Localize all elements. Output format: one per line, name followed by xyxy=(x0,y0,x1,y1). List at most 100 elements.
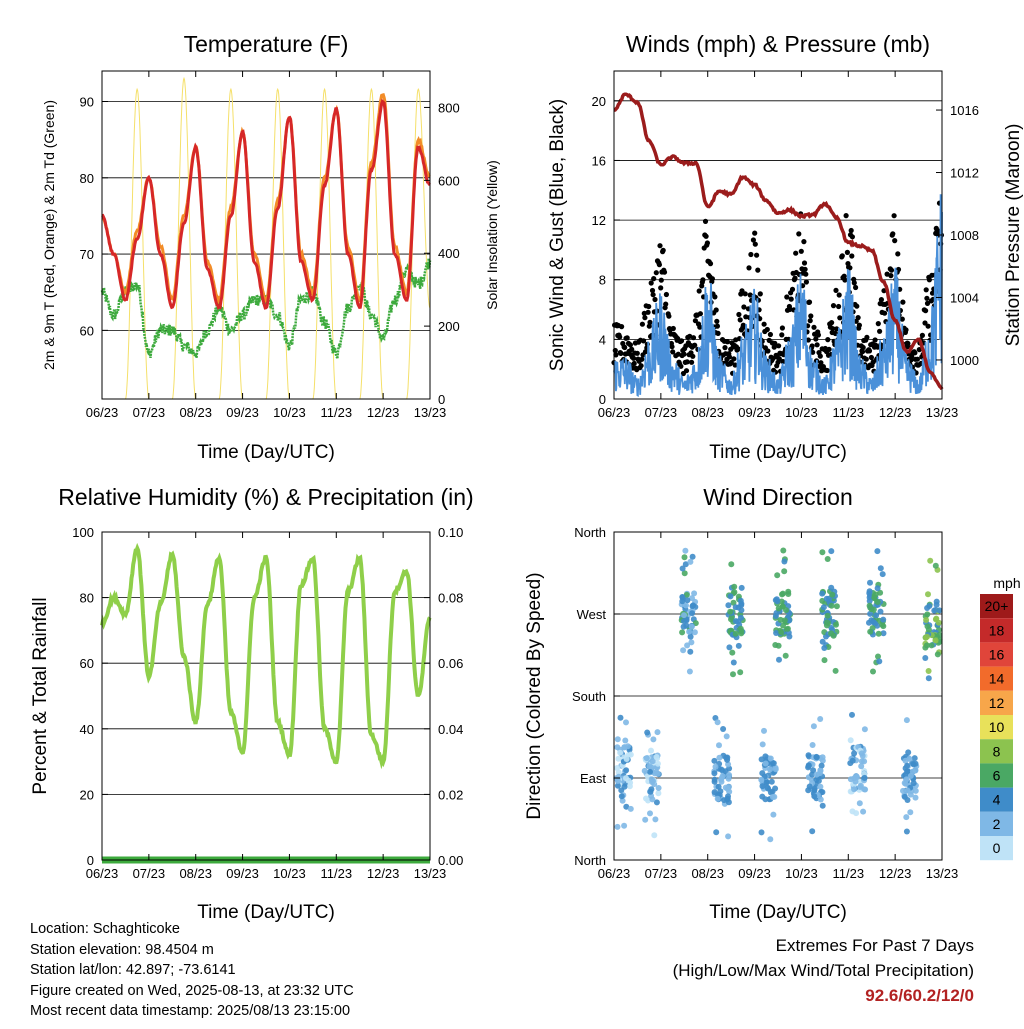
winds-ytick-label: 8 xyxy=(599,273,606,288)
direction-point xyxy=(856,800,863,807)
temperature-xtick-label: 06/23 xyxy=(86,405,119,420)
gust-point xyxy=(646,303,652,310)
direction-point xyxy=(683,591,690,598)
direction-point xyxy=(727,608,734,615)
direction-ytick-label: North xyxy=(574,853,606,868)
direction-point xyxy=(826,595,832,602)
direction-point xyxy=(923,642,930,649)
direction-point xyxy=(725,833,732,840)
direction-point xyxy=(828,548,835,555)
gust-point xyxy=(752,241,758,247)
gust-point xyxy=(789,286,796,292)
direction-point xyxy=(643,755,650,762)
direction-point xyxy=(763,779,770,786)
direction-point xyxy=(681,612,687,619)
direction-point xyxy=(716,754,723,761)
gust-point xyxy=(801,260,808,266)
gust-point xyxy=(764,326,770,333)
direction-point xyxy=(655,785,662,791)
gust-point xyxy=(925,323,931,329)
direction-point xyxy=(623,756,630,762)
gust-point xyxy=(780,358,786,365)
humidity-xtick-label: 09/23 xyxy=(226,866,259,881)
direction-point xyxy=(738,614,744,621)
humidity-y2tick-label: 0.06 xyxy=(438,656,463,671)
direction-point xyxy=(623,767,630,774)
gust-point xyxy=(793,250,799,256)
gust-point xyxy=(844,249,851,255)
colorbar-label: 14 xyxy=(989,671,1005,687)
direction-point xyxy=(728,561,735,568)
humidity-xlabel: Time (Day/UTC) xyxy=(197,902,335,923)
gust-point xyxy=(830,326,836,332)
direction-point xyxy=(821,657,828,664)
direction-point xyxy=(725,761,732,768)
colorbar-label: 10 xyxy=(989,719,1005,735)
direction-xlabel: Time (Day/UTC) xyxy=(709,902,847,923)
colorbar-swatch xyxy=(980,690,1013,715)
winds-ytick-label: 16 xyxy=(592,153,606,168)
winds-xtick-label: 07/23 xyxy=(645,405,678,420)
gust-point xyxy=(788,296,794,302)
gust-point xyxy=(882,310,888,316)
gust-point xyxy=(854,303,860,309)
gust-point xyxy=(807,318,813,324)
direction-point xyxy=(772,613,779,619)
gust-point xyxy=(813,336,819,342)
direction-point xyxy=(687,633,694,640)
gust-point xyxy=(742,291,748,297)
direction-point xyxy=(809,828,816,835)
direction-point xyxy=(809,742,816,748)
winds-panel: Winds (mph) & Pressure (mb) 06/23 07/23 08… xyxy=(547,31,1024,463)
direction-point xyxy=(904,762,911,769)
direction-point xyxy=(761,727,767,734)
direction-point xyxy=(623,803,630,810)
gust-point xyxy=(859,349,866,355)
gust-point xyxy=(697,311,704,317)
pressure-line xyxy=(613,92,944,391)
direction-point xyxy=(904,787,911,794)
humidity-xtick-label: 13/23 xyxy=(414,866,447,881)
temperature-ytick-label: 70 xyxy=(80,247,94,262)
gust-point xyxy=(761,321,767,327)
direction-point xyxy=(626,783,633,790)
winds-xtick-label: 09/23 xyxy=(738,405,771,420)
winds-ylabel-right: Station Pressure (Maroon) xyxy=(1003,124,1024,347)
direction-point xyxy=(933,598,940,605)
direction-point xyxy=(762,760,769,767)
gust-point xyxy=(649,287,656,294)
gust-point xyxy=(851,280,857,286)
direction-point xyxy=(775,605,782,612)
direction-point xyxy=(932,637,939,644)
gust-point xyxy=(617,334,623,340)
direction-point xyxy=(711,789,718,796)
winds-xtick-label: 08/23 xyxy=(691,405,724,420)
latlon-text: Station lat/lon: 42.897; -73.6141 xyxy=(30,962,236,978)
direction-point xyxy=(652,816,659,823)
direction-point xyxy=(732,618,739,625)
direction-point xyxy=(811,793,818,800)
gust-point xyxy=(891,213,897,219)
direction-point xyxy=(819,597,826,604)
gust-point xyxy=(803,271,809,277)
direction-point xyxy=(783,607,789,614)
gust-point xyxy=(709,276,716,282)
gust-point xyxy=(864,334,870,340)
temperature-y2tick-label: 0 xyxy=(438,392,445,407)
direction-point xyxy=(726,772,733,778)
dewpoint-line xyxy=(100,257,432,360)
extremes-box: Extremes For Past 7 Days (High/Low/Max W… xyxy=(673,933,974,1008)
direction-point xyxy=(782,652,789,659)
direction-point xyxy=(716,742,722,749)
direction-point xyxy=(867,579,873,586)
gust-point xyxy=(631,355,637,361)
direction-point xyxy=(730,671,736,678)
direction-point xyxy=(779,591,785,598)
gust-point xyxy=(690,335,697,341)
direction-point xyxy=(866,598,873,604)
temperature-xtick-label: 08/23 xyxy=(179,405,212,420)
gust-point xyxy=(736,311,742,318)
direction-point xyxy=(903,828,910,835)
gust-point xyxy=(787,306,793,312)
gust-point xyxy=(726,354,733,360)
